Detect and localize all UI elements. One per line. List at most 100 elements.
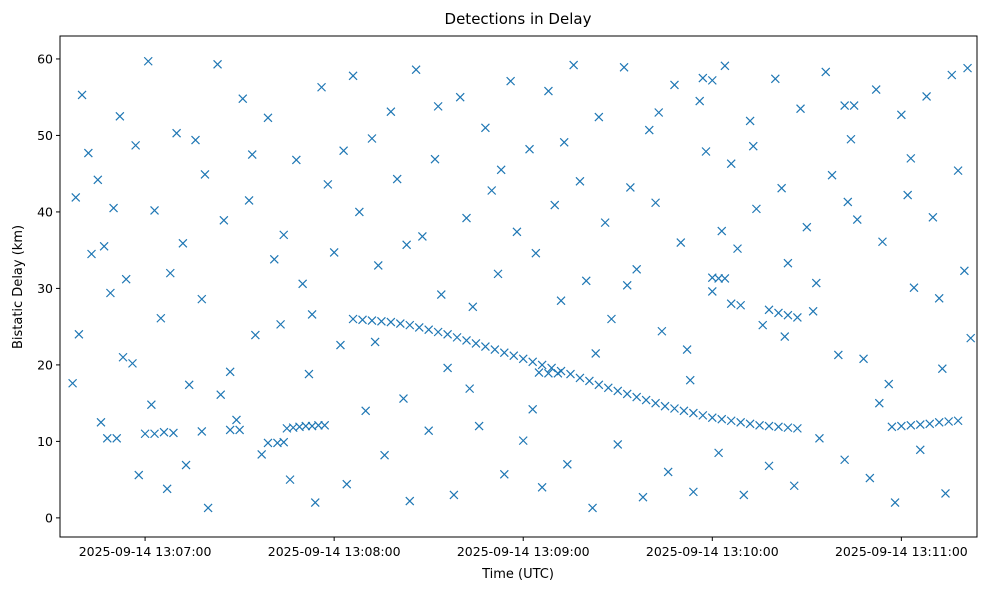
data-point xyxy=(216,390,226,400)
data-point xyxy=(632,392,642,402)
data-point xyxy=(367,134,377,143)
data-point xyxy=(525,144,534,154)
data-point xyxy=(402,240,412,250)
data-point xyxy=(726,416,736,426)
y-tick-label: 60 xyxy=(37,51,53,66)
data-point xyxy=(890,498,900,508)
data-point xyxy=(594,112,604,122)
data-point xyxy=(553,368,563,378)
data-point xyxy=(792,313,802,322)
data-point xyxy=(922,92,932,101)
data-point xyxy=(291,155,301,165)
data-point xyxy=(846,134,856,144)
data-point xyxy=(405,320,415,330)
data-point xyxy=(499,348,509,358)
data-point xyxy=(528,404,538,414)
data-point xyxy=(751,204,761,214)
data-point xyxy=(172,128,182,138)
data-point xyxy=(745,116,755,126)
data-point xyxy=(430,154,440,164)
data-point xyxy=(720,274,730,283)
data-point xyxy=(959,266,969,276)
data-point xyxy=(105,288,115,298)
data-point xyxy=(736,300,746,310)
data-point xyxy=(405,496,415,506)
data-point xyxy=(843,197,853,207)
data-point xyxy=(808,306,818,316)
data-point xyxy=(937,364,947,374)
data-point xyxy=(370,337,380,347)
data-point xyxy=(263,438,273,448)
data-point xyxy=(367,316,377,325)
data-point xyxy=(780,332,790,342)
data-point xyxy=(953,416,963,426)
data-point xyxy=(644,125,654,135)
data-point xyxy=(219,215,229,225)
data-point xyxy=(679,406,689,416)
data-point xyxy=(544,368,553,378)
data-point xyxy=(726,159,736,169)
x-tick-label: 2025-09-14 13:07:00 xyxy=(79,544,212,559)
data-point xyxy=(707,75,717,85)
data-point xyxy=(660,401,670,411)
data-point xyxy=(181,460,191,470)
data-point xyxy=(815,433,824,443)
data-point xyxy=(654,108,664,117)
data-point xyxy=(323,179,333,189)
data-point xyxy=(534,368,544,377)
data-point xyxy=(915,420,925,429)
data-point xyxy=(184,380,194,390)
data-point xyxy=(581,276,591,286)
x-tick-label: 2025-09-14 13:08:00 xyxy=(268,544,401,559)
data-point xyxy=(600,218,610,228)
data-point xyxy=(165,268,175,278)
data-point xyxy=(859,354,868,364)
y-axis: 0 10 20 30 40 50 60 xyxy=(37,51,60,525)
marker-layer xyxy=(68,56,976,513)
data-point xyxy=(121,274,131,284)
data-point xyxy=(774,308,783,318)
data-point xyxy=(537,482,547,492)
data-point xyxy=(934,293,944,303)
data-point xyxy=(963,63,972,73)
data-point xyxy=(906,420,916,430)
x-axis-label: Time (UTC) xyxy=(481,567,554,582)
data-point xyxy=(670,80,679,90)
data-point xyxy=(584,376,594,386)
y-tick-label: 50 xyxy=(37,128,53,143)
data-point xyxy=(764,461,774,471)
data-point xyxy=(143,56,153,66)
data-point xyxy=(896,421,906,431)
data-point xyxy=(625,183,635,192)
data-point xyxy=(128,358,137,368)
data-point xyxy=(887,422,897,432)
data-point xyxy=(518,354,528,364)
data-point xyxy=(755,420,764,430)
data-point xyxy=(417,231,427,241)
data-point xyxy=(455,92,465,102)
data-point xyxy=(714,448,724,458)
data-point xyxy=(399,394,408,403)
data-point xyxy=(452,332,462,342)
data-point xyxy=(688,408,698,418)
data-point xyxy=(263,113,273,123)
data-point xyxy=(903,190,913,200)
data-point xyxy=(380,450,389,460)
data-point xyxy=(717,226,727,236)
data-point xyxy=(651,398,661,408)
data-point xyxy=(386,317,396,327)
data-point xyxy=(496,165,506,175)
data-point xyxy=(134,470,144,480)
data-point xyxy=(493,269,503,279)
data-point xyxy=(874,398,884,408)
data-point xyxy=(934,417,944,427)
data-point xyxy=(200,170,210,179)
data-point xyxy=(736,417,746,427)
data-point xyxy=(474,421,484,431)
x-tick-label: 2025-09-14 13:11:00 xyxy=(835,544,968,559)
data-point xyxy=(354,207,364,217)
data-point xyxy=(74,329,84,339)
y-axis-label: Bistatic Delay (km) xyxy=(11,225,26,349)
data-point xyxy=(707,287,717,296)
data-point xyxy=(928,212,938,222)
